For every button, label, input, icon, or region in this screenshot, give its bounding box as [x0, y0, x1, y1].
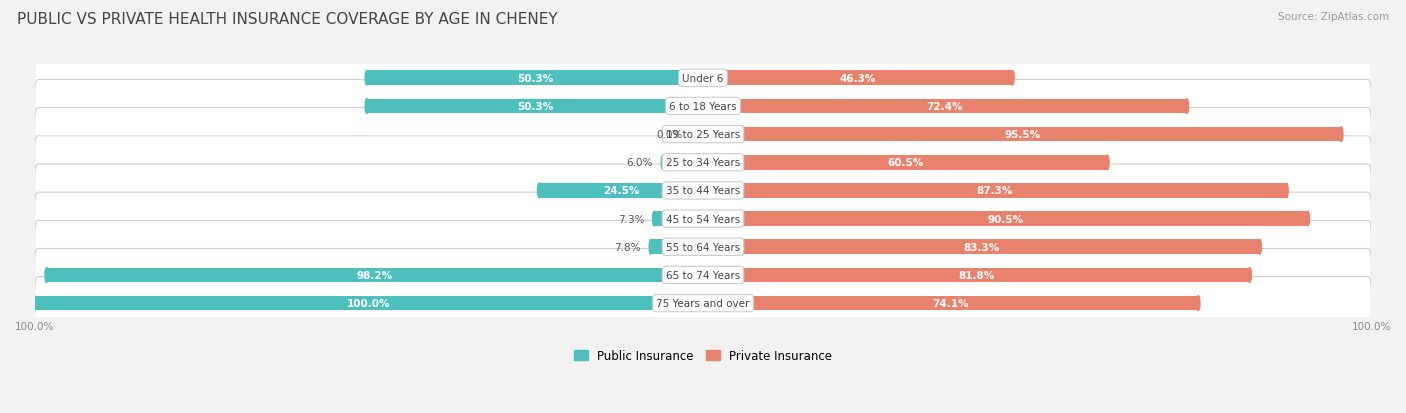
- Text: 90.5%: 90.5%: [987, 214, 1024, 224]
- Text: 75 Years and over: 75 Years and over: [657, 299, 749, 309]
- Bar: [703, 71, 1012, 86]
- Circle shape: [1011, 71, 1014, 86]
- Circle shape: [1340, 128, 1343, 142]
- Text: 7.3%: 7.3%: [617, 214, 644, 224]
- Circle shape: [45, 268, 48, 282]
- Text: 87.3%: 87.3%: [977, 186, 1012, 196]
- Text: 24.5%: 24.5%: [603, 186, 640, 196]
- Bar: [703, 268, 1250, 282]
- Circle shape: [366, 100, 368, 114]
- Text: 50.3%: 50.3%: [517, 102, 553, 112]
- Circle shape: [1105, 156, 1109, 170]
- Circle shape: [1258, 240, 1261, 254]
- FancyBboxPatch shape: [35, 277, 1371, 330]
- Circle shape: [32, 296, 37, 311]
- Text: 46.3%: 46.3%: [839, 74, 876, 83]
- Text: 100.0%: 100.0%: [347, 299, 391, 309]
- Text: 55 to 64 Years: 55 to 64 Years: [666, 242, 740, 252]
- Bar: [35, 296, 703, 311]
- FancyBboxPatch shape: [35, 108, 1371, 161]
- Circle shape: [650, 240, 652, 254]
- Text: 83.3%: 83.3%: [963, 242, 1000, 252]
- Text: 50.3%: 50.3%: [517, 74, 553, 83]
- Circle shape: [366, 71, 368, 86]
- Bar: [46, 268, 703, 282]
- FancyBboxPatch shape: [35, 164, 1371, 217]
- Bar: [703, 240, 1260, 254]
- FancyBboxPatch shape: [35, 52, 1371, 105]
- Text: 65 to 74 Years: 65 to 74 Years: [666, 270, 740, 280]
- Circle shape: [1285, 184, 1288, 198]
- Circle shape: [537, 184, 541, 198]
- Bar: [662, 156, 703, 170]
- Text: 25 to 34 Years: 25 to 34 Years: [666, 158, 740, 168]
- Text: 95.5%: 95.5%: [1004, 130, 1040, 140]
- Bar: [651, 240, 703, 254]
- Circle shape: [1185, 100, 1188, 114]
- Text: Source: ZipAtlas.com: Source: ZipAtlas.com: [1278, 12, 1389, 22]
- Circle shape: [652, 212, 657, 226]
- Bar: [703, 100, 1187, 114]
- Text: 0.0%: 0.0%: [657, 130, 683, 140]
- Text: 6.0%: 6.0%: [627, 158, 652, 168]
- Text: 35 to 44 Years: 35 to 44 Years: [666, 186, 740, 196]
- Bar: [654, 212, 703, 226]
- Bar: [367, 100, 703, 114]
- Text: PUBLIC VS PRIVATE HEALTH INSURANCE COVERAGE BY AGE IN CHENEY: PUBLIC VS PRIVATE HEALTH INSURANCE COVER…: [17, 12, 558, 27]
- Bar: [540, 184, 703, 198]
- Circle shape: [661, 156, 665, 170]
- Bar: [703, 156, 1108, 170]
- Text: 81.8%: 81.8%: [959, 270, 994, 280]
- FancyBboxPatch shape: [35, 221, 1371, 273]
- Legend: Public Insurance, Private Insurance: Public Insurance, Private Insurance: [569, 345, 837, 367]
- Circle shape: [1197, 296, 1199, 311]
- Bar: [703, 128, 1341, 142]
- Text: 60.5%: 60.5%: [887, 158, 924, 168]
- Bar: [367, 71, 703, 86]
- Text: 19 to 25 Years: 19 to 25 Years: [666, 130, 740, 140]
- Text: 45 to 54 Years: 45 to 54 Years: [666, 214, 740, 224]
- FancyBboxPatch shape: [35, 249, 1371, 302]
- Text: 6 to 18 Years: 6 to 18 Years: [669, 102, 737, 112]
- Text: Under 6: Under 6: [682, 74, 724, 83]
- FancyBboxPatch shape: [35, 193, 1371, 245]
- Circle shape: [1249, 268, 1251, 282]
- Text: 7.8%: 7.8%: [614, 242, 641, 252]
- Bar: [703, 212, 1308, 226]
- Circle shape: [1306, 212, 1309, 226]
- Bar: [703, 296, 1198, 311]
- Text: 72.4%: 72.4%: [927, 102, 963, 112]
- Text: 74.1%: 74.1%: [932, 299, 969, 309]
- FancyBboxPatch shape: [35, 136, 1371, 189]
- Text: 98.2%: 98.2%: [357, 270, 392, 280]
- FancyBboxPatch shape: [35, 80, 1371, 133]
- Bar: [703, 184, 1286, 198]
